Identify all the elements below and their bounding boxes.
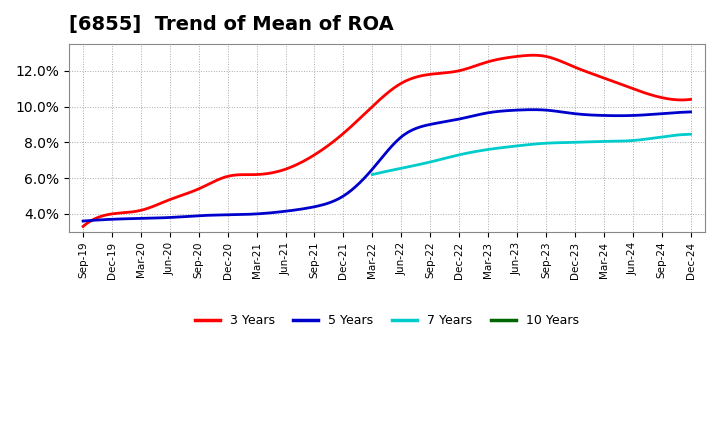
Line: 3 Years: 3 Years [83,55,690,227]
5 Years [530,107,539,112]
3 Years [78,224,87,229]
7 Years [557,140,565,145]
7 Years [636,137,645,143]
3 Years [81,222,89,227]
Line: 7 Years: 7 Years [372,134,690,175]
5 Years [631,113,640,118]
5 Years [81,218,89,224]
3 Years [441,70,449,76]
3 Years [631,87,640,92]
7 Years [368,172,377,177]
3 Years [451,69,459,74]
3 Years [593,73,601,78]
5 Years [441,119,449,125]
7 Years [369,172,378,177]
5 Years [78,218,87,224]
3 Years [438,70,447,76]
7 Years [686,132,695,137]
5 Years [451,117,459,123]
7 Years [563,140,572,145]
Text: [6855]  Trend of Mean of ROA: [6855] Trend of Mean of ROA [68,15,393,34]
7 Years [657,135,665,140]
3 Years [530,53,539,58]
7 Years [557,140,566,145]
5 Years [438,119,447,125]
Legend: 3 Years, 5 Years, 7 Years, 10 Years: 3 Years, 5 Years, 7 Years, 10 Years [189,309,584,333]
3 Years [686,97,695,102]
Line: 5 Years: 5 Years [83,110,690,221]
5 Years [686,109,695,114]
5 Years [593,113,601,118]
